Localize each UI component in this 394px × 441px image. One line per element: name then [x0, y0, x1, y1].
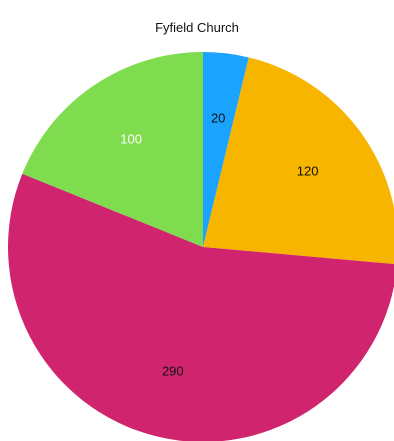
pie-labels: 20 120 290 100 [120, 111, 318, 379]
pie-slice-100 [22, 52, 203, 247]
chart-title: Fyfield Church [155, 20, 239, 35]
pie-slices [8, 52, 394, 441]
slice-label-20: 20 [211, 111, 225, 126]
slice-label-120: 120 [297, 163, 319, 178]
slice-label-290: 290 [162, 364, 184, 379]
pie-slice-20 [203, 52, 249, 247]
pie-slice-290 [8, 173, 394, 441]
slice-label-100: 100 [120, 132, 142, 147]
pie-slice-120 [203, 57, 394, 265]
